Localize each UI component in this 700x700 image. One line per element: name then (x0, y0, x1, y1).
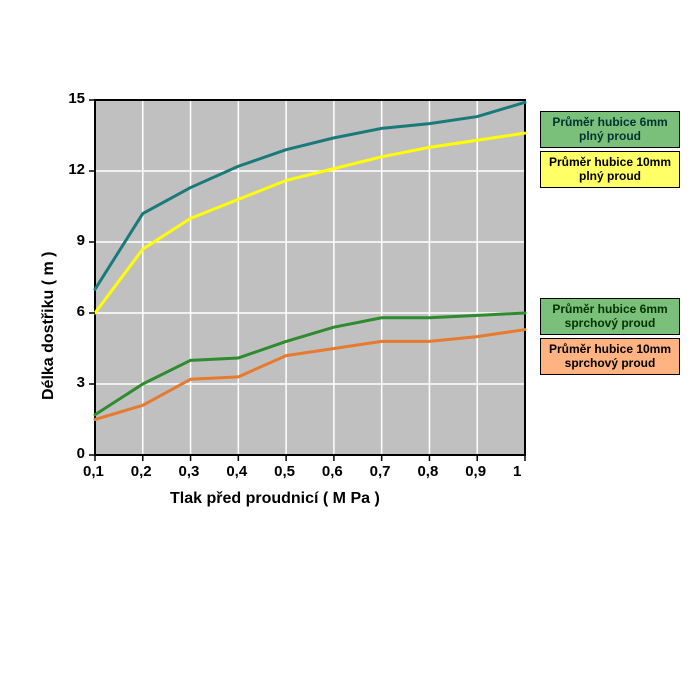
x-tick-label: 0,2 (131, 463, 152, 480)
x-axis-label: Tlak před proudnicí ( M Pa ) (170, 490, 380, 508)
y-tick-label: 0 (77, 445, 85, 462)
y-tick-label: 3 (77, 374, 85, 391)
x-tick-label: 0,9 (465, 463, 486, 480)
x-tick-label: 0,7 (370, 463, 391, 480)
legend-item: Průměr hubice 10mmplný proud (540, 151, 680, 188)
chart-container: Délka dostřiku ( m ) Tlak před proudnicí… (0, 0, 700, 700)
legend-item: Průměr hubice 6mmsprchový proud (540, 298, 680, 335)
x-tick-label: 0,5 (274, 463, 295, 480)
legend-item: Průměr hubice 10mmsprchový proud (540, 338, 680, 375)
x-tick-label: 0,3 (179, 463, 200, 480)
x-tick-label: 1 (513, 463, 521, 480)
y-tick-label: 6 (77, 303, 85, 320)
x-tick-label: 0,1 (83, 463, 104, 480)
x-tick-label: 0,8 (417, 463, 438, 480)
x-tick-label: 0,6 (322, 463, 343, 480)
y-axis-label: Délka dostřiku ( m ) (40, 252, 58, 400)
x-tick-label: 0,4 (226, 463, 247, 480)
y-tick-label: 15 (68, 90, 85, 107)
y-tick-label: 12 (68, 161, 85, 178)
y-tick-label: 9 (77, 232, 85, 249)
legend-item: Průměr hubice 6mmplný proud (540, 111, 680, 148)
